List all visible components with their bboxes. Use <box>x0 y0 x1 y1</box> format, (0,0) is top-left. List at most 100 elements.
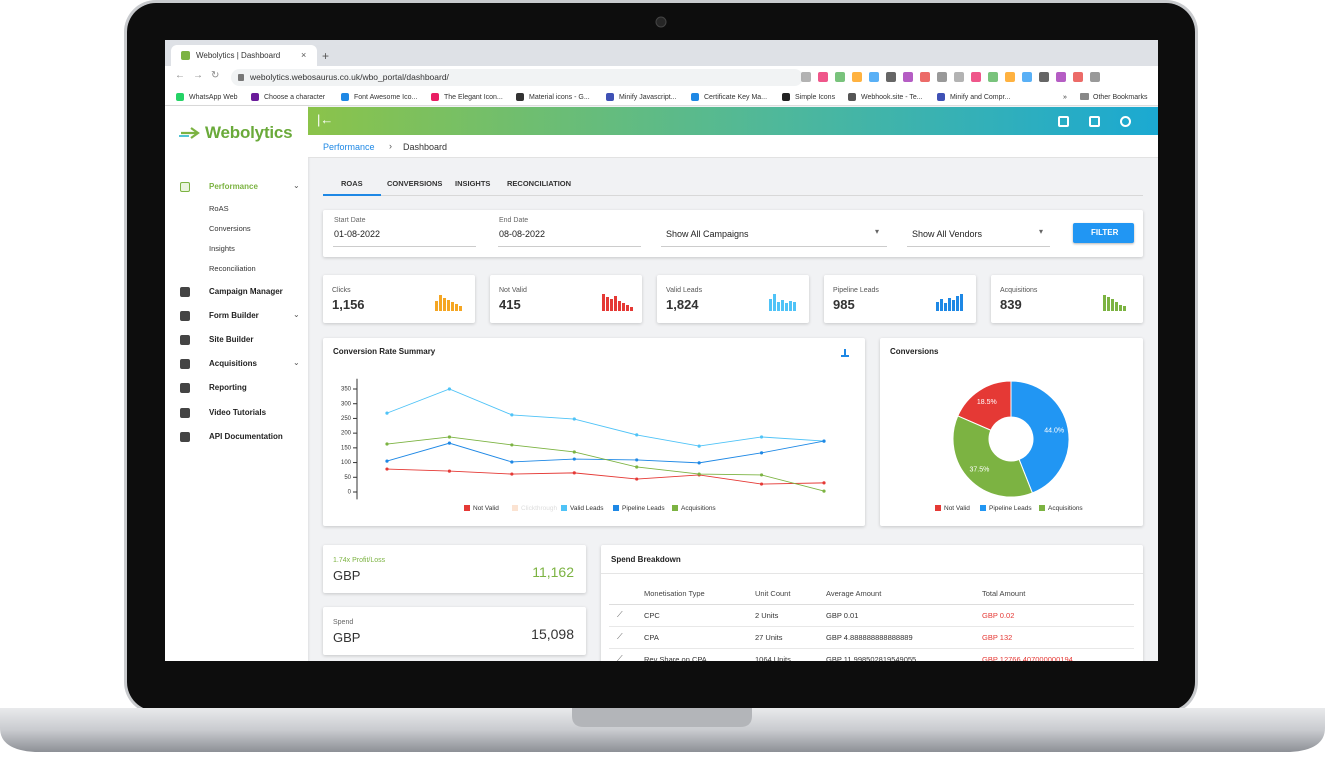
table-cell: GBP 132 <box>982 633 1013 642</box>
bookmarks-more[interactable]: » <box>1063 94 1067 101</box>
tab[interactable]: INSIGHTS <box>455 179 491 188</box>
legend-swatch <box>980 505 986 511</box>
kpi-icon-bar <box>777 302 780 311</box>
filter-button[interactable]: FILTER <box>1073 223 1134 243</box>
active-tab[interactable]: Webolytics | Dashboard × <box>171 45 317 66</box>
tab[interactable]: CONVERSIONS <box>387 179 443 188</box>
legend-swatch <box>464 505 470 511</box>
series-point <box>447 435 452 439</box>
card-title: Conversions <box>890 347 939 356</box>
legend-label: Valid Leads <box>570 505 604 512</box>
field-value[interactable]: 01-08-2022 <box>334 229 381 239</box>
extension-icon[interactable] <box>801 72 811 82</box>
extension-icon[interactable] <box>937 72 947 82</box>
kpi-icon-bar <box>781 300 784 311</box>
logo-text: Webolytics <box>205 123 293 142</box>
extension-icon[interactable] <box>818 72 828 82</box>
user-icon[interactable] <box>1120 116 1131 127</box>
tools-icon[interactable] <box>1058 116 1069 127</box>
menu-chevron: ⌄ <box>293 358 300 367</box>
legend-swatch <box>1039 505 1045 511</box>
collapse-button[interactable]: |← <box>317 112 334 127</box>
extension-icon[interactable] <box>954 72 964 82</box>
field-label: Start Date <box>334 217 366 224</box>
extension-icon[interactable] <box>886 72 896 82</box>
kpi-icon-bar <box>1119 305 1122 311</box>
extension-icon[interactable] <box>1005 72 1015 82</box>
legend-label: Not Valid <box>473 505 499 512</box>
menu-item[interactable]: Performance <box>209 182 258 191</box>
tab[interactable]: RECONCILIATION <box>507 179 572 188</box>
kpi-card: Pipeline Leads 985 <box>824 275 976 323</box>
submenu-item[interactable]: Insights <box>209 244 235 253</box>
url-field[interactable]: webolytics.webosaurus.co.uk/wbo_portal/d… <box>231 69 803 86</box>
extension-icon[interactable] <box>1056 72 1066 82</box>
extension-icon[interactable] <box>1039 72 1049 82</box>
nav-button: ↻ <box>211 70 220 81</box>
menu-icon <box>180 311 190 321</box>
menu-item[interactable]: Site Builder <box>209 335 254 344</box>
kpi-icon-bar <box>610 299 613 311</box>
submenu-item[interactable]: Reconciliation <box>209 264 256 273</box>
extension-icon[interactable] <box>869 72 879 82</box>
bookmark[interactable]: Minify Javascript... <box>619 94 677 101</box>
extension-icon[interactable] <box>1073 72 1083 82</box>
menu-item[interactable]: Reporting <box>209 383 247 392</box>
kpi-icon-bar <box>630 307 633 311</box>
other-bookmarks[interactable]: Other Bookmarks <box>1093 94 1148 101</box>
extension-icon[interactable] <box>971 72 981 82</box>
field-value[interactable]: 08-08-2022 <box>499 229 546 239</box>
bookmark[interactable]: Simple Icons <box>795 94 836 101</box>
apps-icon[interactable] <box>1089 116 1100 127</box>
select[interactable]: Show All Campaigns <box>666 229 749 239</box>
select[interactable]: Show All Vendors <box>912 229 983 239</box>
menu-item[interactable]: Campaign Manager <box>209 287 283 296</box>
logo-mark <box>179 127 200 139</box>
bookmark[interactable]: Choose a character <box>264 94 326 101</box>
select-arrow: ▾ <box>875 227 880 236</box>
series-point <box>572 417 576 421</box>
filter-card: Start Date 01-08-2022 End Date 08-08-2022 Sh… <box>323 210 1143 257</box>
legend-label: Clickthrough <box>521 505 558 512</box>
bookmark[interactable]: Material icons - G... <box>529 94 590 101</box>
kpi-icon-bar <box>459 306 462 311</box>
bookmark-icon <box>782 93 790 101</box>
bookmark[interactable]: Minify and Compr... <box>950 94 1011 101</box>
menu-item[interactable]: Video Tutorials <box>209 408 267 417</box>
extension-icon[interactable] <box>903 72 913 82</box>
table-cell: 1064 Units <box>755 655 791 661</box>
series-point <box>447 469 452 473</box>
kpi-icon-bar <box>1107 297 1110 311</box>
extension-icon[interactable] <box>920 72 930 82</box>
kpi-icon-bar <box>439 295 442 311</box>
extension-icon[interactable] <box>988 72 998 82</box>
menu-item[interactable]: Acquisitions <box>209 359 258 368</box>
extension-icon[interactable] <box>1022 72 1032 82</box>
bookmark-icon <box>848 93 856 101</box>
bookmark[interactable]: Font Awesome Ico... <box>354 94 418 101</box>
extension-icon[interactable] <box>835 72 845 82</box>
extension-icon[interactable] <box>1090 72 1100 82</box>
line-chart: 0 50 100 150 200 250 300 350 Not Valid Clickthrou… <box>341 378 826 512</box>
kpi-card: Not Valid 415 <box>490 275 642 323</box>
tab[interactable]: ROAS <box>341 179 363 188</box>
extension-icon[interactable] <box>852 72 862 82</box>
menu-item[interactable]: Form Builder <box>209 311 259 320</box>
submenu-item[interactable]: RoAS <box>209 204 229 213</box>
download-icon[interactable] <box>841 349 849 357</box>
bookmark[interactable]: Webhook.site - Te... <box>861 94 923 101</box>
menu-chevron: ⌄ <box>293 181 300 190</box>
bookmark[interactable]: The Elegant Icon... <box>444 94 503 101</box>
new-tab: + <box>322 49 330 63</box>
y-tick-label: 100 <box>341 460 352 466</box>
submenu-item[interactable]: Conversions <box>209 224 251 233</box>
bookmark-icon <box>516 93 524 101</box>
menu-item[interactable]: API Documentation <box>209 432 283 441</box>
bookmark[interactable]: WhatsApp Web <box>189 94 238 101</box>
line-chart-card: Conversion Rate Summary 0 50 100 150 200 250 30… <box>323 338 865 526</box>
breadcrumb-link[interactable]: Performance <box>323 142 375 152</box>
bookmark[interactable]: Certificate Key Ma... <box>704 94 768 101</box>
kpi-icon-bar <box>622 303 625 311</box>
slice-label: 44.0% <box>1044 428 1064 435</box>
camera <box>655 16 667 28</box>
